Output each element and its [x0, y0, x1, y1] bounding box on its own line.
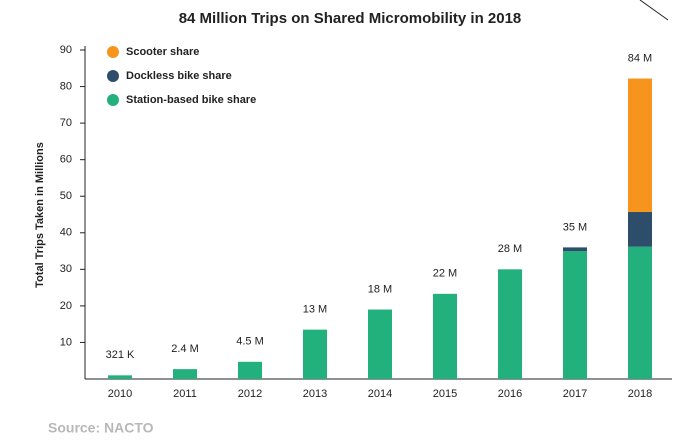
- bar-segment: [498, 269, 522, 379]
- x-tick-label: 2017: [563, 388, 587, 400]
- total-label: 84 M: [628, 52, 652, 64]
- legend-swatch: [107, 70, 119, 82]
- y-tick-label: 90: [60, 44, 72, 56]
- y-tick-label: 80: [60, 80, 72, 92]
- bar-segment: [303, 329, 327, 379]
- bar-segment: [563, 251, 587, 379]
- y-tick-label: 30: [60, 263, 72, 275]
- bar-segment: [563, 247, 587, 252]
- total-label: 13 M: [303, 304, 327, 316]
- x-tick-label: 2018: [628, 388, 652, 400]
- x-tick-label: 2015: [433, 388, 457, 400]
- y-tick-label: 50: [60, 190, 72, 202]
- bar-segment: [628, 78, 652, 212]
- total-label: 22 M: [433, 268, 457, 280]
- y-axis-label: Total Trips Taken in Millions: [34, 142, 46, 288]
- legend-label: Dockless bike share: [126, 70, 232, 82]
- y-tick-label: 10: [60, 336, 72, 348]
- legend-swatch: [107, 94, 119, 106]
- source: Source: NACTO: [48, 420, 154, 436]
- bar-segment: [238, 361, 262, 379]
- x-tick-label: 2011: [173, 388, 197, 400]
- legend-swatch: [107, 46, 119, 58]
- y-tick-label: 40: [60, 227, 72, 239]
- x-tick-label: 2012: [238, 388, 262, 400]
- total-label: 4.5 M: [236, 336, 264, 348]
- chart-title: 84 Million Trips on Shared Micromobility…: [179, 10, 522, 27]
- total-label: 2.4 M: [171, 343, 199, 355]
- total-label: 28 M: [498, 243, 522, 255]
- pointer-line: [639, 0, 669, 21]
- bar-segment: [628, 246, 652, 379]
- y-tick-label: 70: [60, 117, 72, 129]
- total-label: 18 M: [368, 283, 392, 295]
- total-label: 321 K: [106, 349, 135, 361]
- bar-segment: [433, 293, 457, 379]
- y-tick-label: 20: [60, 300, 72, 312]
- x-tick-label: 2010: [108, 388, 132, 400]
- x-tick-label: 2013: [303, 388, 327, 400]
- bar-segment: [628, 211, 652, 247]
- total-label: 35 M: [563, 221, 587, 233]
- bar-segment: [368, 309, 392, 379]
- bar-segment: [173, 369, 197, 379]
- legend-label: Station-based bike share: [126, 94, 256, 106]
- x-tick-label: 2016: [498, 388, 522, 400]
- bar-segment: [108, 375, 132, 379]
- legend-label: Scooter share: [126, 46, 199, 58]
- x-tick-label: 2014: [368, 388, 392, 400]
- y-tick-label: 60: [60, 154, 72, 166]
